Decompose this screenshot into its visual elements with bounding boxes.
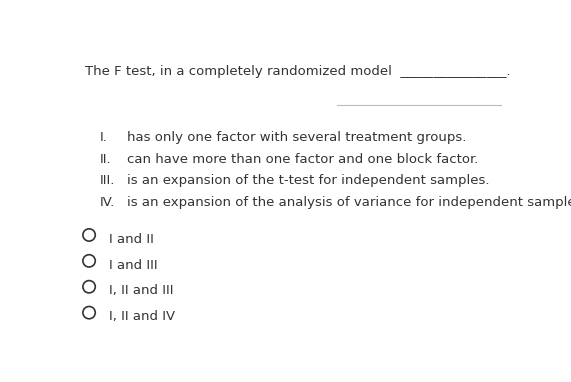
Text: I and III: I and III [109, 259, 158, 272]
Text: III.: III. [100, 174, 115, 187]
Text: can have more than one factor and one block factor.: can have more than one factor and one bl… [127, 153, 478, 166]
Text: I, II and III: I, II and III [109, 284, 174, 298]
Text: IV.: IV. [100, 196, 115, 209]
Text: is an expansion of the analysis of variance for independent samples.: is an expansion of the analysis of varia… [127, 196, 571, 209]
Text: I.: I. [100, 131, 108, 144]
Text: has only one factor with several treatment groups.: has only one factor with several treatme… [127, 131, 466, 144]
Text: The F test, in a completely randomized model  ________________.: The F test, in a completely randomized m… [85, 65, 510, 78]
Text: I, II and IV: I, II and IV [109, 310, 175, 323]
Text: II.: II. [100, 153, 112, 166]
Text: I and II: I and II [109, 233, 154, 246]
Text: is an expansion of the t-test for independent samples.: is an expansion of the t-test for indepe… [127, 174, 489, 187]
